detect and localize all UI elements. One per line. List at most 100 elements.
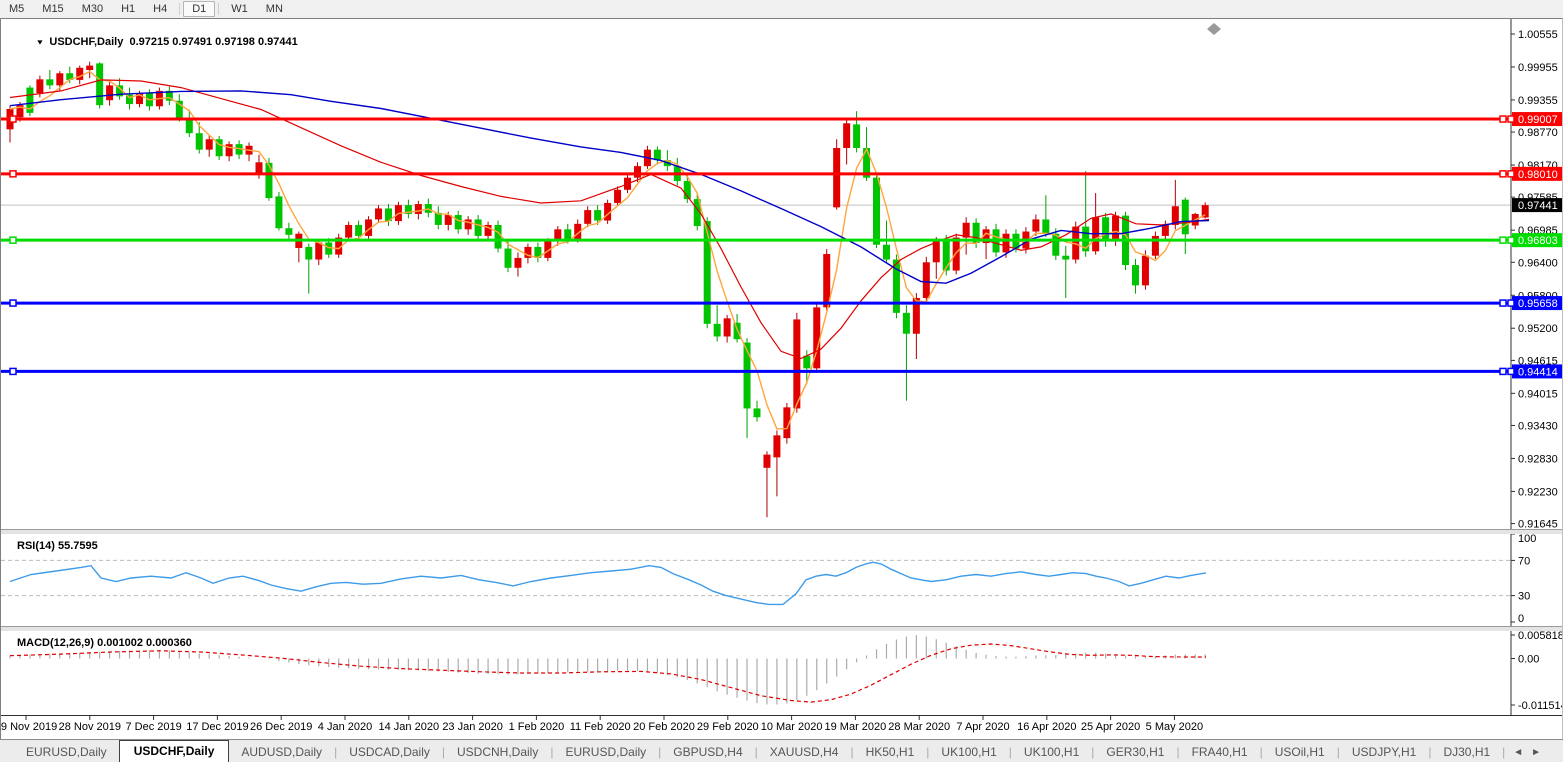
candle[interactable] [325,242,333,255]
candle[interactable] [604,202,612,221]
candle[interactable] [235,144,243,155]
candle[interactable] [1072,226,1080,260]
candle[interactable] [1112,215,1120,242]
candle[interactable] [165,90,173,101]
candle[interactable] [1002,233,1010,253]
candle[interactable] [86,65,94,70]
candle[interactable] [444,215,452,225]
candle[interactable] [753,408,761,418]
candle[interactable] [763,454,771,468]
candle[interactable] [713,323,721,337]
candle[interactable] [484,224,492,236]
candle[interactable] [574,223,582,240]
level-axis-handle[interactable] [1507,367,1515,376]
chart-tab-HK50-H1[interactable]: HK50,H1 [865,745,915,759]
candle[interactable] [305,246,313,260]
candle[interactable] [1201,205,1209,218]
candle[interactable] [275,196,283,229]
candle[interactable] [76,67,84,80]
chart-tab-UK100-H1[interactable]: UK100,H1 [941,745,997,759]
candle[interactable] [265,162,273,199]
candle[interactable] [743,342,751,409]
candle[interactable] [404,205,412,214]
candle[interactable] [982,229,990,244]
candle[interactable] [783,407,791,439]
candle[interactable] [773,435,781,458]
candle[interactable] [863,148,871,178]
level-axis-handle[interactable] [1507,170,1515,178]
level-handle[interactable] [9,236,17,244]
candle[interactable] [892,259,900,313]
chart-tab-EURUSD-Daily[interactable]: EURUSD,Daily [26,745,107,759]
candle[interactable] [175,100,183,119]
candle[interactable] [813,307,821,369]
candle[interactable] [375,208,383,220]
candle[interactable] [952,237,960,271]
timeframe-button-M15[interactable]: M15 [42,3,64,15]
candle[interactable] [384,208,392,222]
tab-scroll-right-icon[interactable]: ► [1531,747,1549,758]
candle[interactable] [1032,219,1040,232]
candle[interactable] [843,123,851,149]
price-chart-canvas[interactable]: 1.005550.999550.993550.987700.981700.975… [1,19,1562,529]
candle[interactable] [932,240,940,263]
candle[interactable] [185,118,193,134]
candle[interactable] [544,241,552,258]
candle[interactable] [1151,235,1159,256]
timeframe-button-H4[interactable]: H4 [153,3,168,15]
candle[interactable] [504,248,512,268]
candle[interactable] [534,246,542,258]
candle[interactable] [584,210,592,224]
candle[interactable] [703,221,711,324]
chart-tab-AUDUSD-Daily[interactable]: AUDUSD,Daily [241,745,323,759]
candle[interactable] [355,224,363,236]
candle[interactable] [723,318,731,337]
candle[interactable] [972,222,980,244]
tab-scroll-left-icon[interactable]: ◄ [1513,747,1532,758]
level-handle[interactable] [9,299,17,307]
level-axis-handle[interactable] [1507,236,1515,244]
candle[interactable] [594,210,602,221]
candle[interactable] [36,79,44,94]
chart-tab-FRA40-H1[interactable]: FRA40,H1 [1191,745,1248,759]
macd-canvas[interactable]: 0.005818 0.00 -0.011514 [1,631,1562,715]
candle[interactable] [1052,233,1060,256]
timeframe-button-W1[interactable]: W1 [231,3,248,15]
candle[interactable] [66,73,74,80]
candle[interactable] [285,228,293,235]
chart-tab-USDJPY-H1[interactable]: USDJPY,H1 [1351,745,1417,759]
candle[interactable] [345,224,353,238]
candle[interactable] [46,79,54,86]
candle[interactable] [833,148,841,208]
candle[interactable] [454,215,462,230]
level-handle[interactable] [9,367,17,376]
chart-shift-marker-icon[interactable] [1207,23,1221,35]
candle[interactable] [106,85,114,101]
candle[interactable] [335,237,343,255]
chart-tab-GBPUSD-H4[interactable]: GBPUSD,H4 [673,745,743,759]
candle[interactable] [902,312,910,334]
candle[interactable] [683,180,691,200]
chart-window[interactable]: ▼ USDCHF,Daily 0.97215 0.97491 0.97198 0.… [0,18,1563,741]
candle[interactable] [1161,224,1169,236]
candle[interactable] [1181,199,1189,235]
candle[interactable] [16,105,24,118]
candle[interactable] [882,244,890,260]
level-handle[interactable] [1499,170,1507,178]
candle[interactable] [922,262,930,299]
candle[interactable] [653,149,661,161]
level-handle[interactable] [9,115,17,123]
chart-tab-XAUUSD-H4[interactable]: XAUUSD,H4 [769,745,839,759]
candle[interactable] [693,199,701,227]
candle[interactable] [116,85,124,97]
candle[interactable] [56,73,64,86]
candle[interactable] [1102,217,1110,242]
candle[interactable] [633,166,641,178]
candle[interactable] [464,219,472,230]
candle[interactable] [912,298,920,334]
candle[interactable] [414,204,422,214]
candle[interactable] [823,254,831,308]
chart-tab-USDCAD-Daily[interactable]: USDCAD,Daily [349,745,430,759]
candle[interactable] [1062,255,1070,260]
candle[interactable] [1171,206,1179,225]
